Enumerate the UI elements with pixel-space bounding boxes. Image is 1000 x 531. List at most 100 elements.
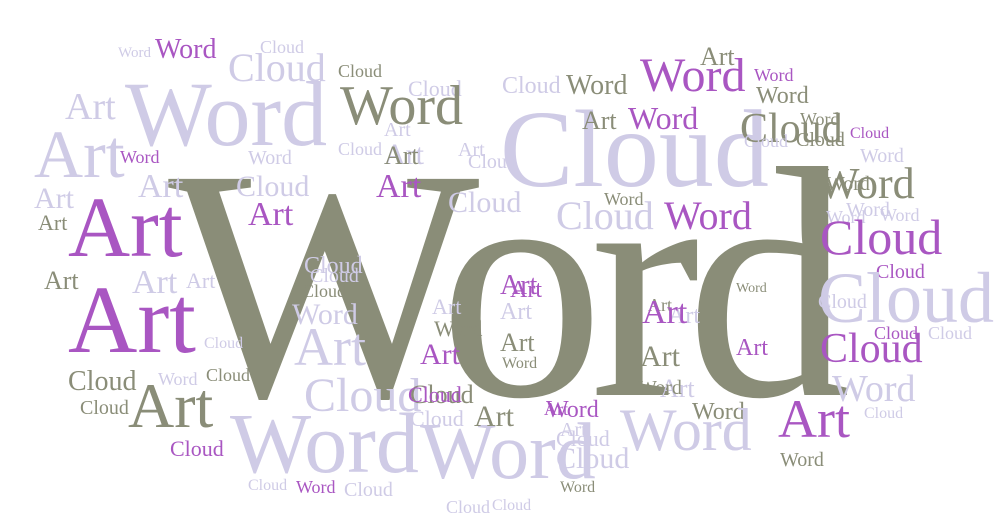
cloud-word: Art <box>420 338 460 371</box>
cloud-word: Word <box>168 102 851 467</box>
cloud-word: Cloud <box>80 397 129 419</box>
cloud-word: Cloud <box>310 265 359 287</box>
cloud-word: Word <box>248 147 292 169</box>
cloud-word: Cloud <box>556 442 630 475</box>
cloud-word: Cloud <box>228 45 326 90</box>
cloud-word: Word <box>818 159 915 208</box>
cloud-word: Cloud <box>502 73 561 99</box>
cloud-word: Cloud <box>818 258 995 338</box>
cloud-word: Cloud <box>744 131 789 151</box>
cloud-word: Cloud <box>236 170 310 203</box>
cloud-word: Art <box>500 328 535 357</box>
cloud-word: Art <box>376 168 422 205</box>
cloud-word: Art <box>138 168 184 205</box>
cloud-word: Word <box>604 189 644 209</box>
cloud-word: Word <box>434 316 483 341</box>
cloud-word: Art <box>642 294 688 331</box>
cloud-word: Word <box>560 479 596 496</box>
cloud-word: Word <box>756 83 809 109</box>
cloud-word: Word <box>692 399 745 425</box>
cloud-word: Cloud <box>864 405 904 422</box>
cloud-word: Cloud <box>850 125 890 142</box>
cloud-word: Art <box>44 266 79 295</box>
cloud-word: Art <box>38 210 68 235</box>
cloud-word: Art <box>68 179 183 275</box>
cloud-word: Word <box>125 63 328 165</box>
cloud-word: Word <box>120 147 160 167</box>
cloud-word: Word <box>502 355 538 372</box>
cloud-word: Art <box>640 340 680 373</box>
cloud-word: Art <box>474 400 514 433</box>
cloud-word: Cloud <box>410 406 464 431</box>
cloud-word: Word <box>638 377 682 399</box>
cloud-word: Word <box>826 173 870 195</box>
cloud-word: Cloud <box>204 335 244 352</box>
cloud-word: Word <box>620 397 752 463</box>
cloud-word: Art <box>560 419 587 441</box>
cloud-word: Word <box>292 298 358 331</box>
cloud-word: Cloud <box>820 209 943 265</box>
cloud-word: Cloud <box>468 151 517 173</box>
cloud-word: Art <box>778 389 850 449</box>
cloud-word: Cloud <box>818 291 867 313</box>
cloud-word: Cloud <box>410 380 474 409</box>
cloud-word: Word <box>832 368 916 410</box>
cloud-word: Art <box>65 86 116 128</box>
cloud-word: Art <box>132 264 178 301</box>
cloud-word: Art <box>544 399 568 419</box>
cloud-word: Art <box>432 294 462 319</box>
cloud-word: Cloud <box>556 426 610 451</box>
cloud-word: Cloud <box>928 323 973 343</box>
cloud-word: Word <box>118 45 151 61</box>
cloud-word: Art <box>648 295 672 315</box>
cloud-word: Cloud <box>304 253 363 279</box>
cloud-word: Cloud <box>170 436 224 461</box>
cloud-word: Cloud <box>500 88 769 210</box>
cloud-word: Cloud <box>874 323 919 343</box>
cloud-word: Word <box>296 477 336 497</box>
cloud-word: Cloud <box>448 186 522 219</box>
cloud-word: Art <box>68 266 196 373</box>
cloud-word: Art <box>582 106 617 135</box>
cloud-word: Cloud <box>820 326 923 372</box>
cloud-word: Word <box>546 397 599 423</box>
cloud-word: Art <box>34 182 74 215</box>
cloud-word: Word <box>340 75 464 137</box>
cloud-word: Art <box>384 119 411 141</box>
cloud-word: Word <box>628 100 699 136</box>
cloud-word: Art <box>500 299 532 325</box>
cloud-word: Cloud <box>302 281 347 301</box>
cloud-word: Cloud <box>248 477 288 494</box>
cloud-word: Art <box>668 303 700 329</box>
cloud-word: Art <box>700 42 735 71</box>
cloud-word: Art <box>384 138 424 171</box>
cloud-word: Art <box>128 370 214 441</box>
cloud-word: Word <box>640 49 746 102</box>
cloud-word: Cloud <box>740 106 843 152</box>
cloud-word: Cloud <box>408 382 462 407</box>
cloud-word: Art <box>660 374 695 403</box>
cloud-word: Cloud <box>408 76 462 101</box>
cloud-word: Word <box>664 193 752 238</box>
cloud-word: Cloud <box>876 261 925 283</box>
cloud-word: Word <box>230 395 419 491</box>
cloud-word: Art <box>510 277 542 303</box>
cloud-word: Cloud <box>492 497 532 514</box>
cloud-word: Art <box>384 141 419 170</box>
cloud-word: Word <box>736 281 767 296</box>
cloud-word: Cloud <box>206 365 251 385</box>
cloud-word: Cloud <box>796 129 845 151</box>
cloud-word: Art <box>500 270 538 301</box>
cloud-word: Cloud <box>260 37 305 57</box>
cloud-word: Cloud <box>304 369 422 422</box>
cloud-word: Cloud <box>338 139 383 159</box>
cloud-word: Word <box>155 34 217 65</box>
cloud-word: Word <box>754 65 794 85</box>
cloud-word: Word <box>826 207 866 227</box>
cloud-word: Word <box>420 408 596 496</box>
cloud-word: Cloud <box>338 61 383 81</box>
cloud-word: Cloud <box>556 193 654 238</box>
cloud-word: Cloud <box>446 497 491 517</box>
cloud-word: Word <box>158 369 198 389</box>
